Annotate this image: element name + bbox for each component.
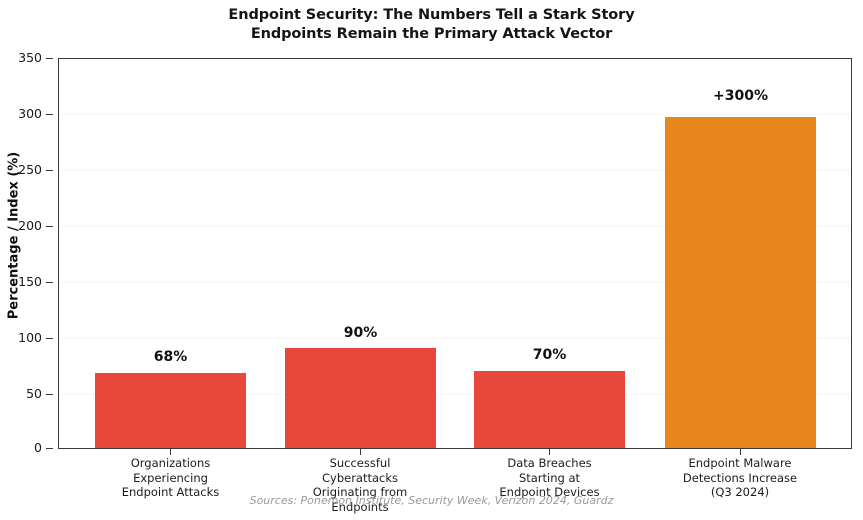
y-tick-label-0: 0: [34, 440, 42, 455]
y-tick-mark-150: [46, 282, 53, 283]
x-tick-label-2-line-4: Endpoints: [331, 499, 389, 514]
gridline-200: [59, 226, 851, 228]
gridline-150: [59, 282, 851, 284]
y-axis: Percentage / Index (%) 350 300 250 200 1…: [0, 0, 58, 520]
x-tick-mark-4: [740, 449, 741, 455]
x-tick-label-1-line-3: Endpoint Attacks: [121, 485, 220, 500]
y-tick-label-150: 150: [18, 274, 42, 289]
bar-endpoint-malware-detections-increase[interactable]: [665, 117, 816, 448]
bar-value-label-3: 70%: [532, 347, 567, 363]
y-tick-mark-50: [46, 394, 53, 395]
x-tick-label-1: Organizations Experiencing Endpoint Atta…: [95, 456, 246, 500]
y-tick-label-350: 350: [18, 50, 42, 65]
x-tick-label-3-line-1: Data Breaches: [507, 456, 592, 470]
y-tick-mark-250: [46, 170, 53, 171]
y-tick-mark-0: [46, 448, 53, 449]
y-tick-mark-200: [46, 226, 53, 227]
x-tick-label-4-line-2: Detections Increase: [682, 470, 798, 485]
x-tick-label-3-line-3: Endpoint Devices: [499, 485, 600, 500]
y-tick-mark-100: [46, 338, 53, 339]
x-tick-label-1-line-1: Organizations: [130, 456, 211, 470]
x-tick-mark-1: [170, 449, 171, 455]
x-tick-label-1-line-2: Experiencing: [133, 470, 208, 485]
x-tick-label-4-line-3: (Q3 2024): [710, 485, 770, 500]
x-tick-label-2-line-3: Originating from: [312, 485, 408, 500]
x-tick-label-2-line-1: Successful: [329, 456, 391, 470]
x-tick-label-4-line-1: Endpoint Malware: [688, 456, 792, 470]
x-tick-mark-3: [549, 449, 550, 455]
y-tick-label-250: 250: [18, 162, 42, 177]
bar-successful-cyberattacks-originating-from-endpoints[interactable]: [285, 348, 436, 448]
x-tick-label-3-line-2: Starting at: [518, 470, 581, 485]
x-tick-label-2: Successful Cyberattacks Originating from…: [280, 456, 440, 514]
gridline-300: [59, 114, 851, 116]
y-tick-label-200: 200: [18, 218, 42, 233]
gridline-100: [59, 338, 851, 340]
gridline-50: [59, 394, 851, 396]
y-tick-label-300: 300: [18, 106, 42, 121]
bar-value-label-4: +300%: [713, 88, 768, 104]
source-note: Sources: Ponemon Institute, Security Wee…: [249, 494, 614, 507]
y-tick-mark-300: [46, 114, 53, 115]
x-tick-label-4: Endpoint Malware Detections Increase (Q3…: [655, 456, 825, 500]
bar-value-label-1: 68%: [153, 349, 188, 365]
chart-title-line1: Endpoint Security: The Numbers Tell a St…: [228, 7, 635, 23]
bar-value-label-2: 90%: [343, 325, 378, 341]
x-tick-label-2-line-2: Cyberattacks: [321, 470, 399, 485]
y-tick-label-50: 50: [26, 386, 42, 401]
gridline-250: [59, 170, 851, 172]
plot-area: [58, 58, 852, 449]
chart-title: Endpoint Security: The Numbers Tell a St…: [0, 6, 863, 44]
bar-organizations-experiencing-endpoint-attacks[interactable]: [95, 373, 246, 448]
y-tick-label-100: 100: [18, 330, 42, 345]
x-tick-mark-2: [360, 449, 361, 455]
chart-title-line2: Endpoints Remain the Primary Attack Vect…: [250, 26, 613, 42]
bar-data-breaches-starting-at-endpoint-devices[interactable]: [474, 371, 625, 448]
x-tick-label-3: Data Breaches Starting at Endpoint Devic…: [474, 456, 625, 500]
y-tick-mark-350: [46, 58, 53, 59]
